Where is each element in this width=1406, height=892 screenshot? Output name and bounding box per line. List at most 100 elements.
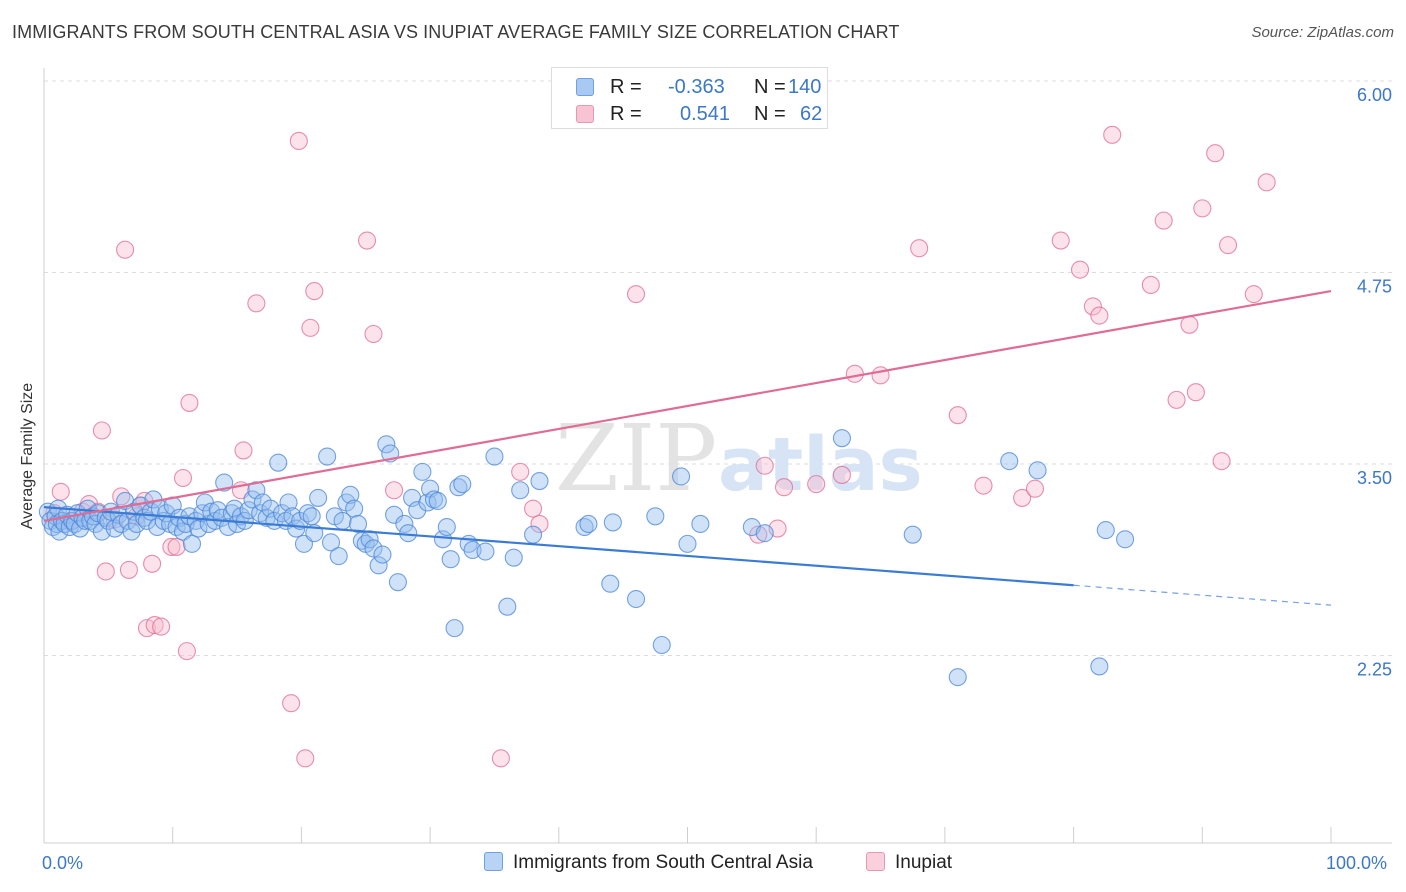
data-point [845, 364, 864, 383]
y-axis-label: Average Family Size [19, 382, 36, 530]
grid-lines [44, 80, 1392, 656]
data-point [408, 501, 427, 520]
bottom-legend-swatch-inupiat [866, 852, 885, 871]
watermark-zip: ZIP [555, 405, 717, 512]
data-point [329, 547, 348, 566]
watermark: ZIP atlas [555, 405, 923, 512]
data-point [1096, 521, 1115, 540]
series-inupiat [45, 125, 1276, 768]
trend-line-south-central-asia [43, 506, 1074, 587]
data-point [388, 573, 407, 592]
chart-title: IMMIGRANTS FROM SOUTH CENTRAL ASIA VS IN… [12, 22, 900, 42]
data-point [309, 488, 328, 507]
data-point [51, 482, 70, 501]
data-point [167, 537, 186, 556]
data-point [1141, 275, 1160, 295]
data-point [289, 131, 308, 151]
data-point [910, 239, 929, 258]
x-tick-label-max: 100.0% [1326, 853, 1388, 873]
data-point [225, 499, 244, 518]
y-tick-label: 3.50 [1357, 468, 1392, 488]
data-point [177, 642, 196, 661]
axes [43, 68, 1392, 844]
data-point [145, 616, 164, 635]
data-point [92, 421, 111, 440]
bottom-legend-label-inupiat: Inupiat [895, 852, 953, 873]
data-point [948, 668, 967, 687]
legend-swatch-inupiat [576, 105, 594, 123]
data-point [1025, 479, 1045, 498]
data-point [974, 476, 993, 495]
data-point [524, 499, 543, 518]
data-point [152, 617, 171, 636]
data-point [234, 441, 253, 460]
data-point [626, 285, 646, 304]
data-point [1154, 211, 1173, 230]
data-point [1083, 297, 1102, 316]
data-point [652, 635, 671, 655]
y-tick-label: 4.75 [1357, 277, 1392, 297]
x-ticks [43, 827, 1332, 843]
data-point [341, 485, 360, 504]
data-point [215, 473, 234, 492]
data-point [247, 294, 266, 313]
data-point [646, 507, 665, 526]
data-point [1000, 452, 1019, 471]
data-point [251, 504, 270, 523]
data-point [413, 462, 432, 481]
data-point [755, 456, 774, 475]
data-point [832, 429, 851, 448]
source-label: Source: ZipAtlas.com [1251, 24, 1394, 41]
data-point [377, 435, 396, 454]
data-point [239, 501, 258, 520]
bottom-legend-swatch-south-central-asia [484, 852, 503, 871]
data-point [116, 240, 135, 259]
legend-n-label: N = [754, 76, 786, 98]
data-point [189, 519, 208, 538]
data-point [445, 619, 464, 638]
data-point [678, 534, 697, 553]
data-point [269, 453, 288, 472]
data-point [903, 525, 922, 544]
data-point [1090, 657, 1109, 676]
trend-line-inupiat [43, 290, 1332, 522]
watermark-atlas: atlas [718, 422, 923, 508]
data-point [1180, 315, 1199, 334]
data-point [476, 542, 495, 561]
bottom-legend-label-south-central-asia: Immigrants from South Central Asia [513, 852, 813, 873]
legend-n-value: 140 [788, 76, 822, 98]
y-tick-label: 6.00 [1357, 85, 1392, 105]
data-point [691, 514, 710, 534]
legend-swatch-south-central-asia [576, 78, 594, 96]
data-point [453, 475, 472, 494]
data-point [212, 508, 231, 527]
data-point [626, 589, 646, 609]
data-point [530, 514, 549, 534]
data-point [1186, 383, 1205, 402]
data-point [357, 231, 377, 250]
data-point [498, 597, 517, 616]
data-point [119, 560, 138, 579]
data-point [437, 517, 456, 537]
data-point [348, 514, 368, 534]
data-point [1090, 306, 1109, 325]
data-point [282, 694, 301, 713]
data-point [948, 406, 967, 425]
data-point [807, 475, 826, 494]
data-point [301, 318, 320, 337]
data-point [385, 481, 404, 500]
data-point [1103, 125, 1122, 144]
data-point [1257, 173, 1276, 192]
data-point [1206, 144, 1225, 163]
data-point [321, 533, 341, 552]
data-point [504, 548, 523, 567]
data-point [180, 393, 199, 412]
data-point [302, 507, 321, 526]
data-point [369, 556, 388, 575]
legend-r-value: -0.363 [668, 76, 725, 98]
data-point [399, 524, 418, 543]
data-point [524, 525, 543, 544]
data-point [1167, 390, 1186, 409]
data-point [162, 537, 181, 556]
